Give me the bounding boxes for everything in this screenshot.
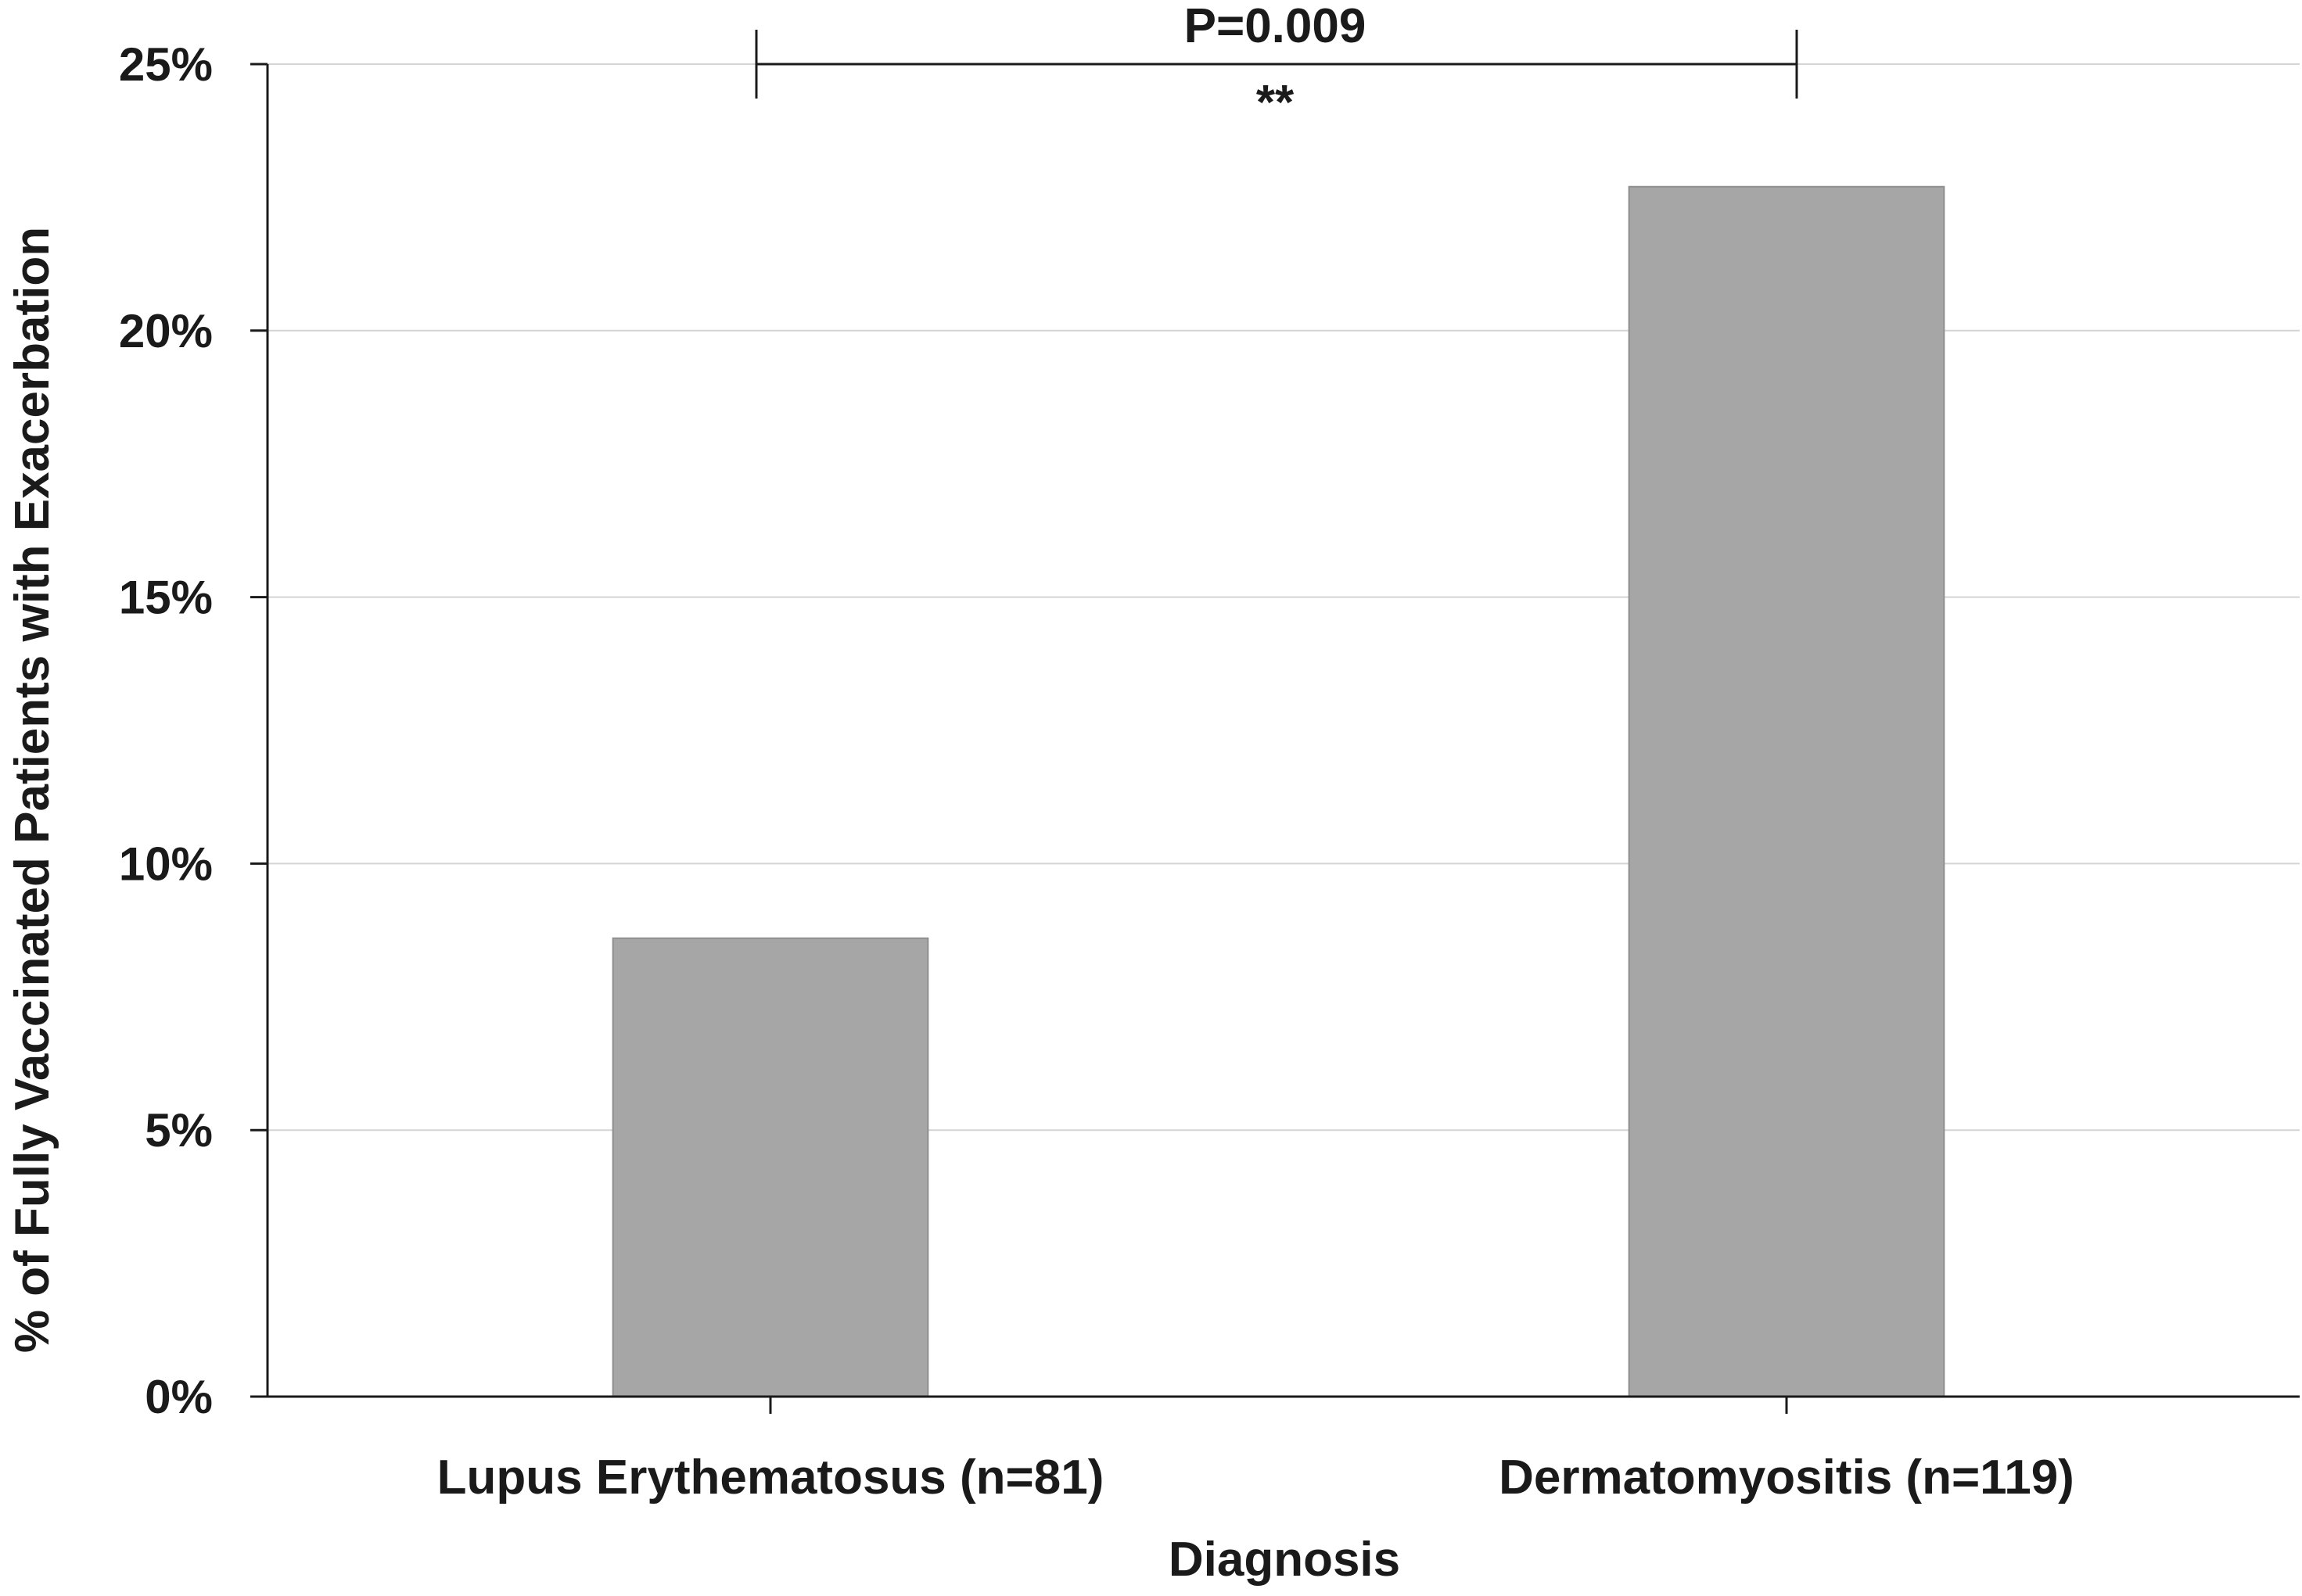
gridlines [268, 63, 2300, 1132]
y-axis-title: % of Fully Vaccinated Patients with Exac… [5, 227, 59, 1353]
x-tick-label: Lupus Erythematosus (n=81) [437, 1451, 1104, 1505]
bar [612, 937, 929, 1397]
bar [1628, 185, 1945, 1398]
axes [266, 64, 2300, 1398]
y-tick-label: 25% [119, 38, 213, 91]
x-tick-label: Dermatomyositis (n=119) [1499, 1451, 2074, 1505]
p-value-label: P=0.009 [1184, 0, 1366, 53]
x-ticks: Lupus Erythematosus (n=81) Dermatomyositi… [437, 1397, 2074, 1505]
y-tick-label: 0% [145, 1371, 213, 1423]
significance-bracket: P=0.009 ** [755, 0, 1798, 130]
y-tick-label: 10% [119, 837, 213, 890]
bars [612, 185, 1945, 1398]
y-ticks: 0% 5% 10% 15% 20% 25% [119, 38, 268, 1423]
x-axis-title: Diagnosis [1169, 1533, 1400, 1587]
y-tick-label: 15% [119, 572, 213, 624]
significance-stars: ** [1256, 76, 1295, 130]
y-tick-label: 20% [119, 305, 213, 357]
y-tick-label: 5% [145, 1104, 213, 1157]
